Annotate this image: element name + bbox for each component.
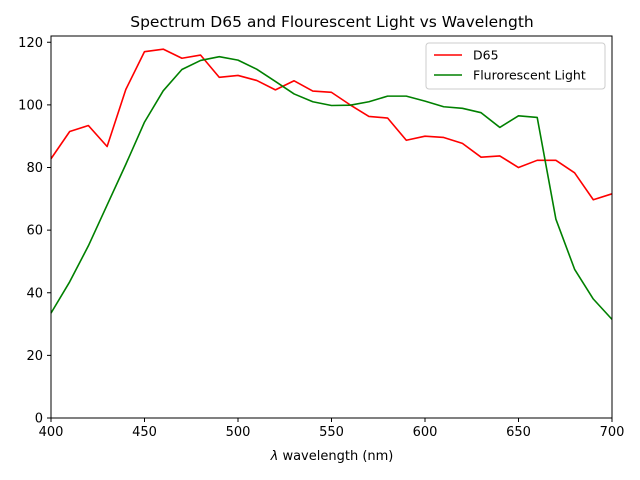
legend: D65 Flurorescent Light [425, 42, 606, 90]
y-tick-label: 40 [26, 286, 43, 301]
x-tick-label: 500 [226, 425, 251, 440]
y-tick-label: 0 [35, 412, 43, 427]
series-line-d65 [50, 48, 613, 201]
x-tick-label: 700 [600, 425, 625, 440]
series-line-fluorescent [50, 55, 613, 320]
x-tick-label: 650 [506, 425, 531, 440]
legend-box [425, 42, 606, 90]
series-layer [50, 48, 613, 320]
x-axis-label-text: wavelength (nm) [278, 449, 393, 464]
y-tick-label: 20 [26, 349, 43, 364]
y-tick-label: 80 [26, 161, 43, 176]
legend-label-d65: D65 [473, 48, 499, 63]
x-tick-label: 400 [39, 425, 64, 440]
legend-label-fluorescent: Flurorescent Light [473, 68, 586, 83]
y-tick-label: 120 [18, 36, 43, 51]
y-axis-ticks: 0 20 40 60 80 100 120 [18, 36, 51, 427]
x-tick-label: 450 [132, 425, 157, 440]
y-tick-label: 100 [18, 98, 43, 113]
y-tick-label: 60 [26, 224, 43, 239]
x-tick-label: 550 [319, 425, 344, 440]
x-axis-label-symbol: λ [270, 449, 279, 464]
x-tick-label: 600 [413, 425, 438, 440]
chart-title: Spectrum D65 and Flourescent Light vs Wa… [130, 13, 534, 31]
x-axis-label: λ wavelength (nm) [270, 449, 394, 464]
x-axis-ticks: 400 450 500 550 600 650 700 [39, 418, 625, 440]
